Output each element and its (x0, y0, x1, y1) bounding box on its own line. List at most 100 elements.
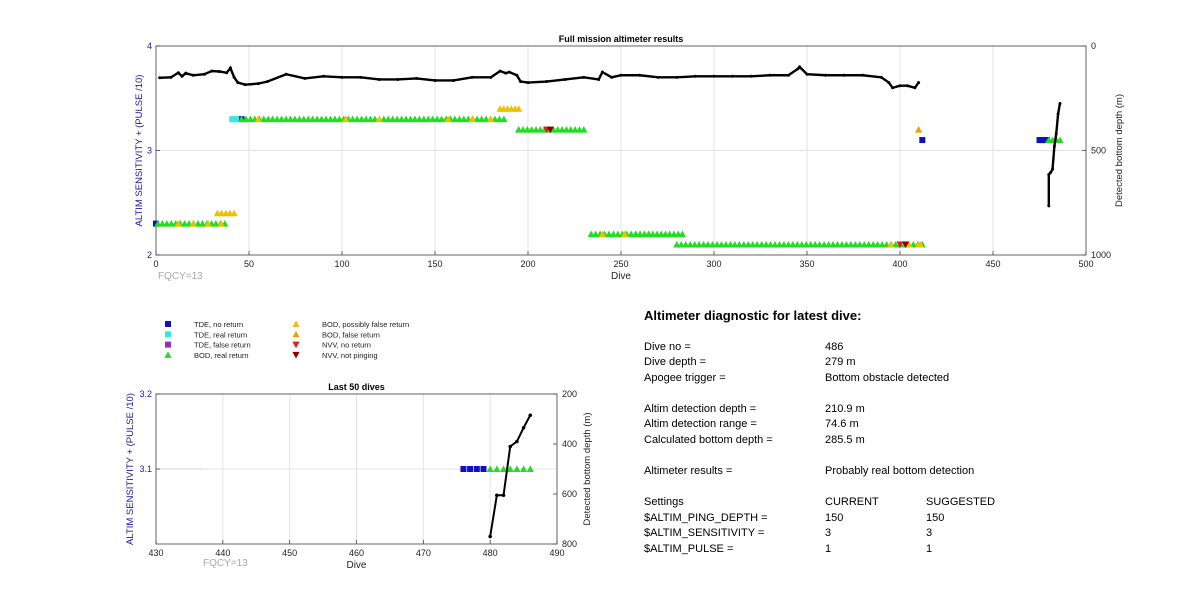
main-marker (580, 126, 588, 133)
main-y2-tick-label: 1000 (1091, 250, 1111, 260)
main-depth-point (498, 69, 502, 73)
main-depth-point (1051, 167, 1055, 171)
main-depth-point (731, 74, 735, 78)
main-marker (189, 220, 197, 227)
main-marker (901, 241, 910, 249)
main-marker (678, 230, 686, 238)
main-marker (174, 220, 182, 227)
main-marker (919, 137, 926, 144)
main-depth-point (917, 81, 921, 85)
main-depth-point (887, 81, 891, 85)
main-x-tick-label: 500 (1078, 259, 1093, 269)
main-depth-point (824, 73, 828, 77)
main-depth-point (656, 75, 660, 79)
main-depth-point (243, 83, 247, 87)
main-depth-point (284, 72, 288, 76)
main-y-label: ALTIM SENSITIVITY + (PULSE /10) (134, 75, 145, 227)
main-marker (254, 115, 262, 123)
main-marker (444, 115, 452, 123)
main-depth-point (377, 77, 381, 81)
main-depth-point (176, 71, 180, 75)
main-depth-point (798, 65, 802, 69)
main-depth-point (202, 72, 206, 76)
main-marker (915, 126, 923, 133)
main-depth-point (1052, 144, 1056, 148)
main-depth-point (396, 77, 400, 81)
main-depth-point (236, 81, 240, 85)
main-depth-point (563, 77, 567, 81)
main-depth-point (158, 76, 162, 80)
main-depth-point (256, 82, 260, 86)
main-depth-point (675, 75, 679, 79)
main-marker (230, 209, 238, 217)
main-depth-point (303, 76, 307, 80)
main-depth-point (232, 75, 236, 79)
main-depth-point (519, 80, 523, 84)
main-y2-tick-label: 0 (1091, 41, 1096, 51)
main-marker (916, 240, 925, 248)
main-depth-point (359, 75, 363, 79)
main-depth-point (545, 80, 549, 84)
main-depth-point (712, 74, 716, 78)
main-depth-point (905, 84, 909, 88)
main-y-tick-label: 3 (147, 146, 152, 156)
main-x-tick-label: 50 (244, 259, 254, 269)
main-depth-point (879, 75, 883, 79)
main-depth-point (898, 84, 902, 88)
main-x-label: Dive (611, 271, 631, 282)
main-depth-point (861, 73, 865, 77)
main-depth-point (321, 74, 325, 78)
main-x-tick-label: 0 (153, 259, 158, 269)
main-depth-point (169, 75, 173, 79)
main-marker (229, 116, 236, 123)
main-marker (887, 240, 895, 248)
main-depth-point (786, 73, 790, 77)
main-marker (204, 220, 212, 227)
main-depth-point (1047, 204, 1051, 208)
main-x-tick-label: 150 (427, 259, 442, 269)
main-y2-tick-label: 500 (1091, 146, 1106, 156)
main-marker (232, 116, 239, 123)
main-depth-point (515, 73, 519, 77)
main-depth-point (1058, 101, 1062, 105)
main-depth-point (180, 74, 184, 78)
main-depth-point (1054, 132, 1058, 136)
main-markers (153, 105, 1064, 249)
main-depth-point (414, 76, 418, 80)
main-depth-point (619, 73, 623, 77)
main-marker (375, 115, 383, 123)
main-marker (1056, 136, 1064, 144)
main-depth-point (600, 70, 604, 74)
main-marker (342, 115, 350, 123)
main-marker (546, 126, 554, 134)
main-marker (468, 115, 476, 123)
main-marker (621, 230, 629, 238)
main-depth-point (610, 75, 614, 79)
main-depth (158, 65, 1062, 208)
main-y-tick-label: 4 (147, 41, 152, 51)
main-y2-label: Detected bottom depth (m) (1114, 94, 1125, 207)
main-x-tick-label: 300 (706, 259, 721, 269)
main-depth-point (507, 70, 511, 74)
main-depth-line (159, 65, 920, 90)
main-depth-point (433, 78, 437, 82)
main-depth-point (891, 86, 895, 90)
main-x-tick-label: 200 (520, 259, 535, 269)
main-marker (515, 105, 523, 112)
main-depth-point (470, 75, 474, 79)
main-depth-point (805, 72, 809, 76)
main-marker (487, 115, 495, 123)
main-x-tick-label: 350 (799, 259, 814, 269)
main-depth-point (842, 73, 846, 77)
main-depth-point (913, 86, 917, 90)
main-depth-point (768, 73, 772, 77)
main-marker (500, 115, 508, 123)
main-marker (598, 230, 606, 238)
main-marker (217, 220, 225, 227)
main-depth-point (340, 75, 344, 79)
main-depth-line (1047, 103, 1062, 206)
main-depth-point (582, 75, 586, 79)
main-depth-point (693, 74, 697, 78)
main-depth-point (1056, 112, 1060, 116)
